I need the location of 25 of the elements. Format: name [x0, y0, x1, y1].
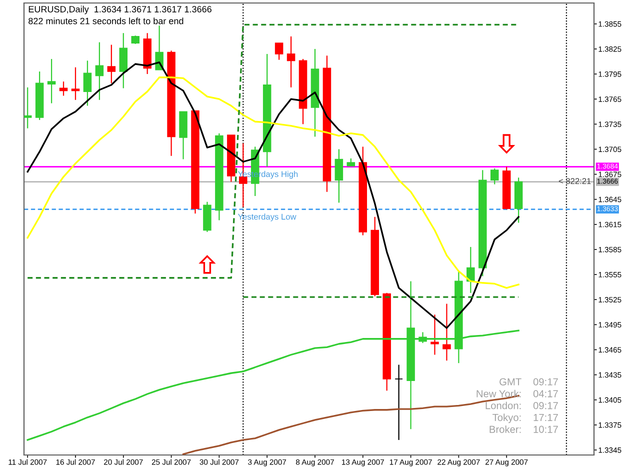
text: New York: 04:17: [476, 390, 558, 398]
chart-title: EURUSD,Daily 1.3634 1.3671 1.3617 1.3666: [28, 6, 212, 14]
candlestick: [490, 168, 499, 185]
line-series: [26, 76, 520, 289]
annotation: Yesterdays Low: [238, 214, 296, 222]
candlestick: [442, 303, 451, 362]
candlestick: [47, 58, 56, 104]
candlestick: [334, 148, 344, 204]
text: Tokyo: 17:17: [492, 414, 558, 424]
annotation: GMT 09:17: [500, 378, 558, 386]
text: 822 minutes 21 seconds left to bar end: [28, 18, 184, 24]
candlestick: [286, 36, 296, 88]
candlestick: [466, 246, 475, 294]
candlestick: [274, 42, 284, 60]
candlestick: [83, 60, 92, 106]
candlestick: [394, 364, 403, 441]
candlestick: [430, 314, 439, 356]
text: London: 09:17: [486, 402, 558, 410]
candlestick: [71, 66, 80, 100]
candlestick: [119, 32, 128, 89]
candlestick: [24, 86, 32, 129]
candlestick: [107, 44, 116, 84]
text: Broker: 10:17: [490, 426, 558, 433]
candlestick: [95, 42, 104, 100]
annotation: < 822:21: [558, 178, 591, 184]
